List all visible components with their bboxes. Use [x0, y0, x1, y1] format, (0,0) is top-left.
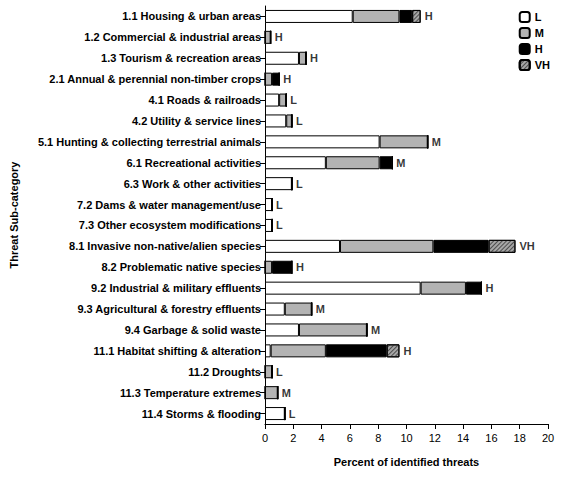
- svg-text:L: L: [290, 94, 297, 106]
- svg-text:11.1 Habitat shifting & altera: 11.1 Habitat shifting & alteration: [94, 345, 262, 357]
- svg-text:L: L: [535, 11, 542, 23]
- svg-text:L: L: [296, 115, 303, 127]
- svg-text:8.2 Problematic native species: 8.2 Problematic native species: [101, 261, 261, 273]
- svg-text:20: 20: [542, 432, 554, 444]
- svg-text:L: L: [289, 408, 296, 420]
- svg-text:4: 4: [319, 432, 325, 444]
- svg-text:11.3 Temperature extremes: 11.3 Temperature extremes: [120, 387, 261, 399]
- svg-text:H: H: [296, 261, 304, 273]
- svg-text:L: L: [296, 178, 303, 190]
- svg-text:L: L: [276, 366, 283, 378]
- svg-text:9.2 Industrial & military effl: 9.2 Industrial & military effluents: [91, 282, 261, 294]
- svg-text:11.2 Droughts: 11.2 Droughts: [188, 366, 261, 378]
- svg-text:VH: VH: [519, 240, 534, 252]
- svg-text:H: H: [283, 73, 291, 85]
- svg-text:9.3 Agricultural & forestry ef: 9.3 Agricultural & forestry effluents: [77, 303, 261, 315]
- svg-text:Percent of identified threats: Percent of identified threats: [334, 456, 479, 468]
- svg-text:L: L: [276, 199, 283, 211]
- svg-text:VH: VH: [535, 59, 550, 71]
- svg-text:8.1 Invasive non-native/alien: 8.1 Invasive non-native/alien species: [69, 240, 261, 252]
- svg-text:H: H: [403, 345, 411, 357]
- svg-text:6: 6: [347, 432, 353, 444]
- svg-text:8: 8: [375, 432, 381, 444]
- svg-text:2: 2: [290, 432, 296, 444]
- svg-text:Threat Sub-category: Threat Sub-category: [8, 161, 20, 269]
- svg-text:L: L: [276, 219, 283, 231]
- svg-text:H: H: [535, 43, 543, 55]
- svg-text:10: 10: [400, 432, 412, 444]
- svg-text:2.1 Annual & perennial non-tim: 2.1 Annual & perennial non-timber crops: [49, 73, 261, 85]
- svg-text:M: M: [371, 324, 380, 336]
- svg-text:7.3 Other ecosystem modificati: 7.3 Other ecosystem modifications: [79, 219, 261, 231]
- svg-text:4.2 Utility & service lines: 4.2 Utility & service lines: [132, 115, 261, 127]
- svg-text:H: H: [485, 282, 493, 294]
- svg-text:6.3 Work & other activities: 6.3 Work & other activities: [124, 178, 261, 190]
- svg-text:1.2 Commercial & industrial ar: 1.2 Commercial & industrial areas: [84, 31, 261, 43]
- svg-text:M: M: [282, 387, 291, 399]
- svg-text:9.4 Garbage & solid waste: 9.4 Garbage & solid waste: [125, 324, 261, 336]
- svg-text:M: M: [535, 27, 544, 39]
- svg-text:11.4 Storms & flooding: 11.4 Storms & flooding: [142, 408, 261, 420]
- svg-text:H: H: [425, 10, 433, 22]
- svg-text:M: M: [432, 136, 441, 148]
- svg-text:16: 16: [485, 432, 497, 444]
- svg-text:1.3 Tourism & recreation areas: 1.3 Tourism & recreation areas: [101, 52, 261, 64]
- svg-text:M: M: [396, 157, 405, 169]
- svg-text:H: H: [310, 52, 318, 64]
- svg-text:14: 14: [457, 432, 469, 444]
- svg-text:0: 0: [262, 432, 268, 444]
- svg-text:18: 18: [514, 432, 526, 444]
- svg-text:12: 12: [429, 432, 441, 444]
- svg-text:H: H: [275, 31, 283, 43]
- svg-text:7.2 Dams & water management/us: 7.2 Dams & water management/use: [77, 199, 261, 211]
- svg-text:M: M: [316, 303, 325, 315]
- svg-text:6.1 Recreational activities: 6.1 Recreational activities: [126, 157, 261, 169]
- svg-text:1.1 Housing & urban areas: 1.1 Housing & urban areas: [122, 10, 261, 22]
- svg-text:4.1 Roads & railroads: 4.1 Roads & railroads: [149, 94, 262, 106]
- svg-text:5.1 Hunting & collecting terre: 5.1 Hunting & collecting terrestrial ani…: [38, 136, 261, 148]
